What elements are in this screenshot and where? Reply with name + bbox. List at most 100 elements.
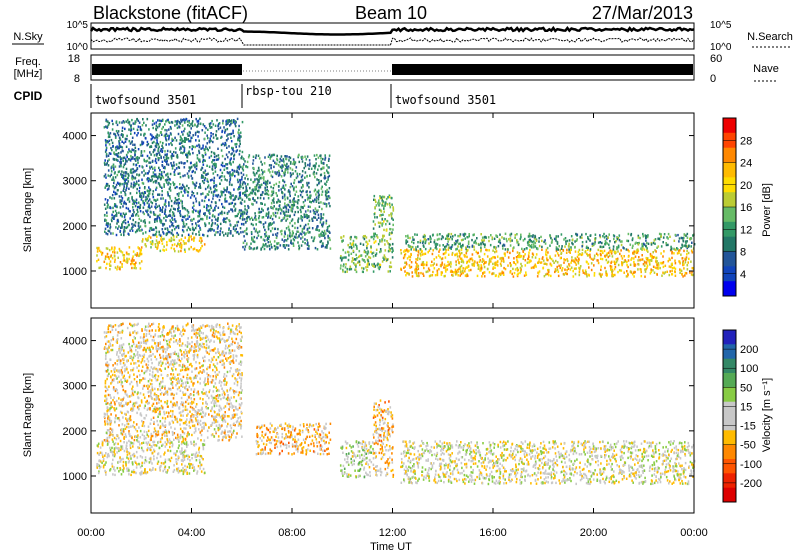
power-cell — [386, 203, 389, 206]
power-cell — [358, 260, 360, 263]
power-cell — [432, 270, 434, 274]
power-cell — [151, 228, 153, 231]
power-cell — [289, 205, 291, 209]
power-cell — [273, 205, 275, 208]
power-cell — [251, 202, 253, 206]
power-cell — [240, 185, 242, 188]
power-cell — [187, 211, 190, 214]
power-cell — [194, 226, 197, 230]
power-cell — [153, 228, 155, 231]
power-cell — [252, 223, 254, 227]
power-cell — [181, 151, 184, 155]
power-cell — [383, 207, 385, 210]
power-cell — [313, 154, 316, 157]
power-cell — [151, 137, 154, 140]
power-cell — [521, 265, 523, 268]
power-cell — [273, 183, 275, 187]
power-cell — [444, 247, 446, 251]
power-cell — [211, 178, 213, 181]
power-cell — [512, 267, 514, 271]
power-cell — [125, 188, 127, 192]
power-cell — [312, 164, 315, 168]
power-cell — [181, 205, 184, 208]
power-cell — [232, 129, 234, 132]
power-cell — [428, 249, 431, 252]
velocity-cell — [191, 466, 194, 469]
power-cell — [181, 161, 183, 165]
power-cell — [258, 230, 261, 233]
power-cell — [223, 234, 225, 237]
power-cell — [173, 247, 175, 251]
power-cell — [156, 198, 159, 201]
power-cell — [179, 183, 181, 186]
power-cell — [105, 144, 107, 147]
power-cell — [121, 175, 123, 178]
power-cell — [158, 175, 160, 178]
power-cell — [480, 264, 482, 267]
velocity-cell — [203, 443, 205, 446]
power-cell — [573, 260, 575, 263]
power-cell — [231, 146, 233, 150]
power-cell — [591, 242, 594, 246]
power-cell — [171, 218, 174, 221]
power-ylabel: Slant Range [km] — [22, 168, 34, 252]
power-cell — [255, 188, 258, 191]
power-cell — [151, 123, 154, 126]
power-cell — [209, 179, 212, 182]
power-cell — [632, 252, 634, 255]
power-cell — [161, 186, 163, 189]
power-cell — [462, 271, 464, 275]
power-cell — [232, 150, 235, 153]
power-cell — [660, 233, 662, 236]
power-cell — [285, 244, 288, 247]
power-cell — [602, 251, 604, 254]
power-cell — [315, 228, 317, 231]
power-cell — [421, 253, 424, 256]
power-cell — [268, 245, 270, 248]
power-cell — [656, 260, 658, 263]
power-cell — [202, 160, 204, 164]
power-cell — [543, 262, 546, 265]
power-cell — [198, 159, 200, 162]
power-cell — [130, 154, 132, 158]
power-cell — [131, 199, 134, 202]
power-cell — [466, 255, 468, 259]
power-cell — [630, 232, 633, 236]
power-cell — [214, 222, 216, 225]
velocity-cell — [171, 441, 173, 444]
power-cell — [325, 203, 328, 206]
power-cell — [382, 256, 384, 259]
power-cell — [194, 123, 196, 126]
power-cell — [406, 240, 409, 243]
power-cell — [150, 153, 152, 156]
power-cell — [233, 135, 235, 138]
power-cell — [103, 260, 106, 263]
power-cell — [277, 185, 280, 188]
power-cell — [295, 190, 298, 193]
power-cell — [247, 177, 249, 181]
velocity-cell — [142, 441, 145, 444]
power-cell — [120, 191, 122, 194]
power-cell — [212, 133, 214, 136]
power-cell — [644, 268, 646, 271]
power-cell — [228, 151, 230, 154]
power-cell — [612, 273, 615, 277]
power-cell — [311, 217, 313, 220]
power-cell — [597, 259, 599, 262]
power-cell — [140, 229, 142, 232]
power-cell — [684, 258, 687, 261]
power-cell — [168, 201, 170, 204]
power-cell — [604, 254, 606, 258]
power-cell — [417, 241, 419, 244]
power-cell — [132, 225, 134, 228]
power-cell — [207, 148, 209, 152]
power-cell — [186, 156, 189, 159]
power-cell — [502, 257, 505, 260]
power-cell — [246, 219, 248, 222]
power-cell — [502, 271, 505, 274]
power-cell — [377, 242, 380, 246]
power-cell — [132, 218, 134, 222]
power-cell — [252, 238, 254, 241]
power-cell — [150, 242, 153, 246]
power-cell — [172, 233, 174, 237]
